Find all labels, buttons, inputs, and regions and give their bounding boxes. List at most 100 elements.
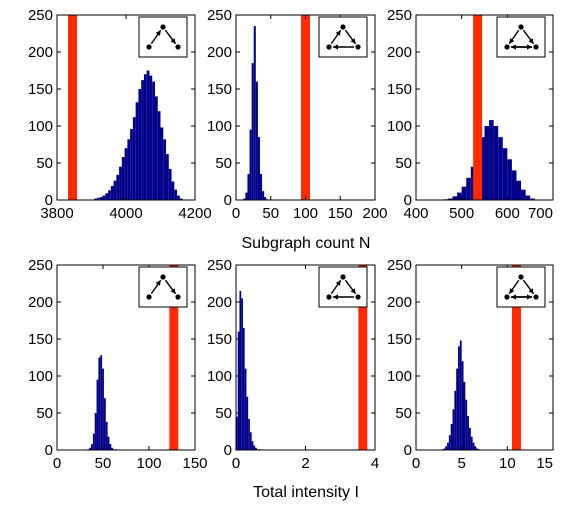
panel-r2c3-ytick-label: 0 [404,442,412,459]
panel-r1c1-bar [116,174,120,200]
panel-r1c2: 0 50 100 150 200 250 0 50 100 150 200 [207,7,388,222]
panel-r2c1-ytick-label: 200 [28,294,53,311]
panel-r1c3-ytick-label: 250 [387,7,412,24]
panel-r1c1-bar [130,128,133,200]
panel-r1c2-bar [247,174,250,200]
panel-r1c2-xtick-label: 0 [232,205,240,222]
panel-r2c2-bar [236,416,238,450]
panel-r2c2-xtick-label: 2 [301,455,309,472]
panel-r1c1-xtick-label: 3800 [40,205,73,222]
panel-r1c3-bar [479,137,485,200]
panel-r1c3-xtick-label: 600 [495,205,520,222]
panel-r1c2-bar [243,198,246,200]
panel-r1c3-bar [530,198,535,200]
panel-r2c1-ytick-label: 0 [45,442,53,459]
panel-r1c1-bar [113,180,117,200]
panel-r1c3-motif-arrowhead [528,38,534,44]
panel-r1c1-observed-marker [68,15,78,200]
panel-r1c3-bar [484,126,490,200]
panel-r2c3-bar [448,435,451,450]
panel-r2c2-motif-node [355,294,361,300]
panel-r1c2-observed-marker [301,15,310,200]
panel-r1c1-bar [121,157,125,200]
panel-r1c1-bar [174,189,178,200]
panel-r1c3-bar [452,196,458,200]
panel-r1c2-bar [257,137,260,200]
panel-r2c1-bar [89,447,92,450]
panel-r2c2-bar [242,327,245,450]
panel-r1c3-bar [457,192,462,200]
panel-r2c2-motif-node [340,274,346,280]
panel-r1c3: 0 50 100 150 200 250 400 500 600 700 [387,7,554,222]
panel-r1c3-xtick-label: 700 [528,205,553,222]
panel-r2c2-ytick-label: 150 [207,331,232,348]
panel-r2c3-bar [470,436,473,450]
panel-r2c3-motif-arrowhead [509,288,515,294]
panel-r1c3-bar [466,177,471,200]
panel-r2c1-ytick-label: 250 [28,257,53,274]
panel-r2c2-bar [249,432,252,450]
panel-r2c1-xtick-label: 100 [136,455,161,472]
panel-r2c3-bar [461,361,464,450]
panel-r2c1-motif-node [160,274,166,280]
panel-r1c3-bar [516,180,522,200]
panel-r2c2-motif-arrowhead [333,294,338,300]
panel-r2c3-xtick-label: 15 [536,455,553,472]
panel-r2c3-motif-arrowhead [527,294,532,300]
panel-r2c2-bar [241,298,243,450]
panel-r1c1-bar [138,89,142,200]
panel-r2c3-motif-node [533,294,539,300]
panel-r2c3-ytick-label: 50 [395,405,412,422]
panel-r2c3-bar [463,381,466,450]
panel-r1c1-motif-node [175,44,181,50]
panel-r1c2-ytick-label: 50 [215,155,232,172]
panel-r1c3-bar [502,148,508,200]
panel-r1c3-xtick-label: 400 [403,205,428,222]
panel-r1c3-bar [489,120,494,200]
panel-r1c3-motif-node [518,24,524,30]
panel-r2c1-motif-node [175,294,181,300]
panel-r1c3-bar [447,198,453,200]
panel-r1c2-bar [253,26,256,200]
panel-r2c1-bar [107,436,110,450]
panel-r2c1-bar [111,447,114,450]
panel-r1c3-bar [461,186,467,200]
panel-r1c1-bar [143,74,147,200]
panel-r2c1-bar [109,444,112,450]
panel-r2c2-ytick-label: 100 [207,368,232,385]
panel-r2c2-motif-arrowhead [335,280,341,286]
panel-r1c2-ytick-label: 250 [207,7,232,24]
panel-r1c1-bar [132,117,136,200]
panel-r2c1-bar [105,421,108,450]
panel-r1c3-ytick-label: 150 [387,81,412,98]
panel-r1c1-motif-arrowhead [155,30,161,36]
panel-r1c1-bar [152,81,155,200]
panel-r2c3-bar [456,368,459,450]
panel-r2c3: 0 50 100 150 200 250 0 5 10 15 [387,257,554,472]
panel-r2c1-bar [96,379,99,450]
panel-r2c3-bar [476,448,479,450]
panel-r2c1-motif-node [146,294,152,300]
panel-r2c1-bar [91,444,93,450]
panel-r1c1-bar [157,111,161,200]
panel-r1c3-bar [470,166,476,200]
panel-r1c1-ytick-label: 0 [45,192,53,209]
panel-r2c2-motif-node [326,294,332,300]
panel-r1c1-ytick-label: 200 [28,44,53,61]
panel-r2c1-motif-arrowhead [155,280,161,286]
panel-r2c1-bar [92,433,95,450]
panel-r2c2-xtick-label: 0 [232,455,240,472]
panel-r1c1-bar [105,193,109,200]
panel-r1c2-bar [251,63,254,200]
panel-r1c1-bar [102,195,106,200]
panel-r2c1-observed-marker [169,265,179,450]
panel-r2c3-motif-node [518,274,524,280]
panel-r2c3-xtick-label: 5 [457,455,465,472]
panel-r1c2-xtick-label: 100 [293,205,318,222]
panel-r1c3-motif-arrowhead [509,38,515,44]
panel-r2c3-ytick-label: 200 [387,294,412,311]
panel-r1c3-ytick-label: 0 [404,192,412,209]
panel-r2c3-bar [465,399,468,450]
panel-r1c1-bar [119,166,122,200]
